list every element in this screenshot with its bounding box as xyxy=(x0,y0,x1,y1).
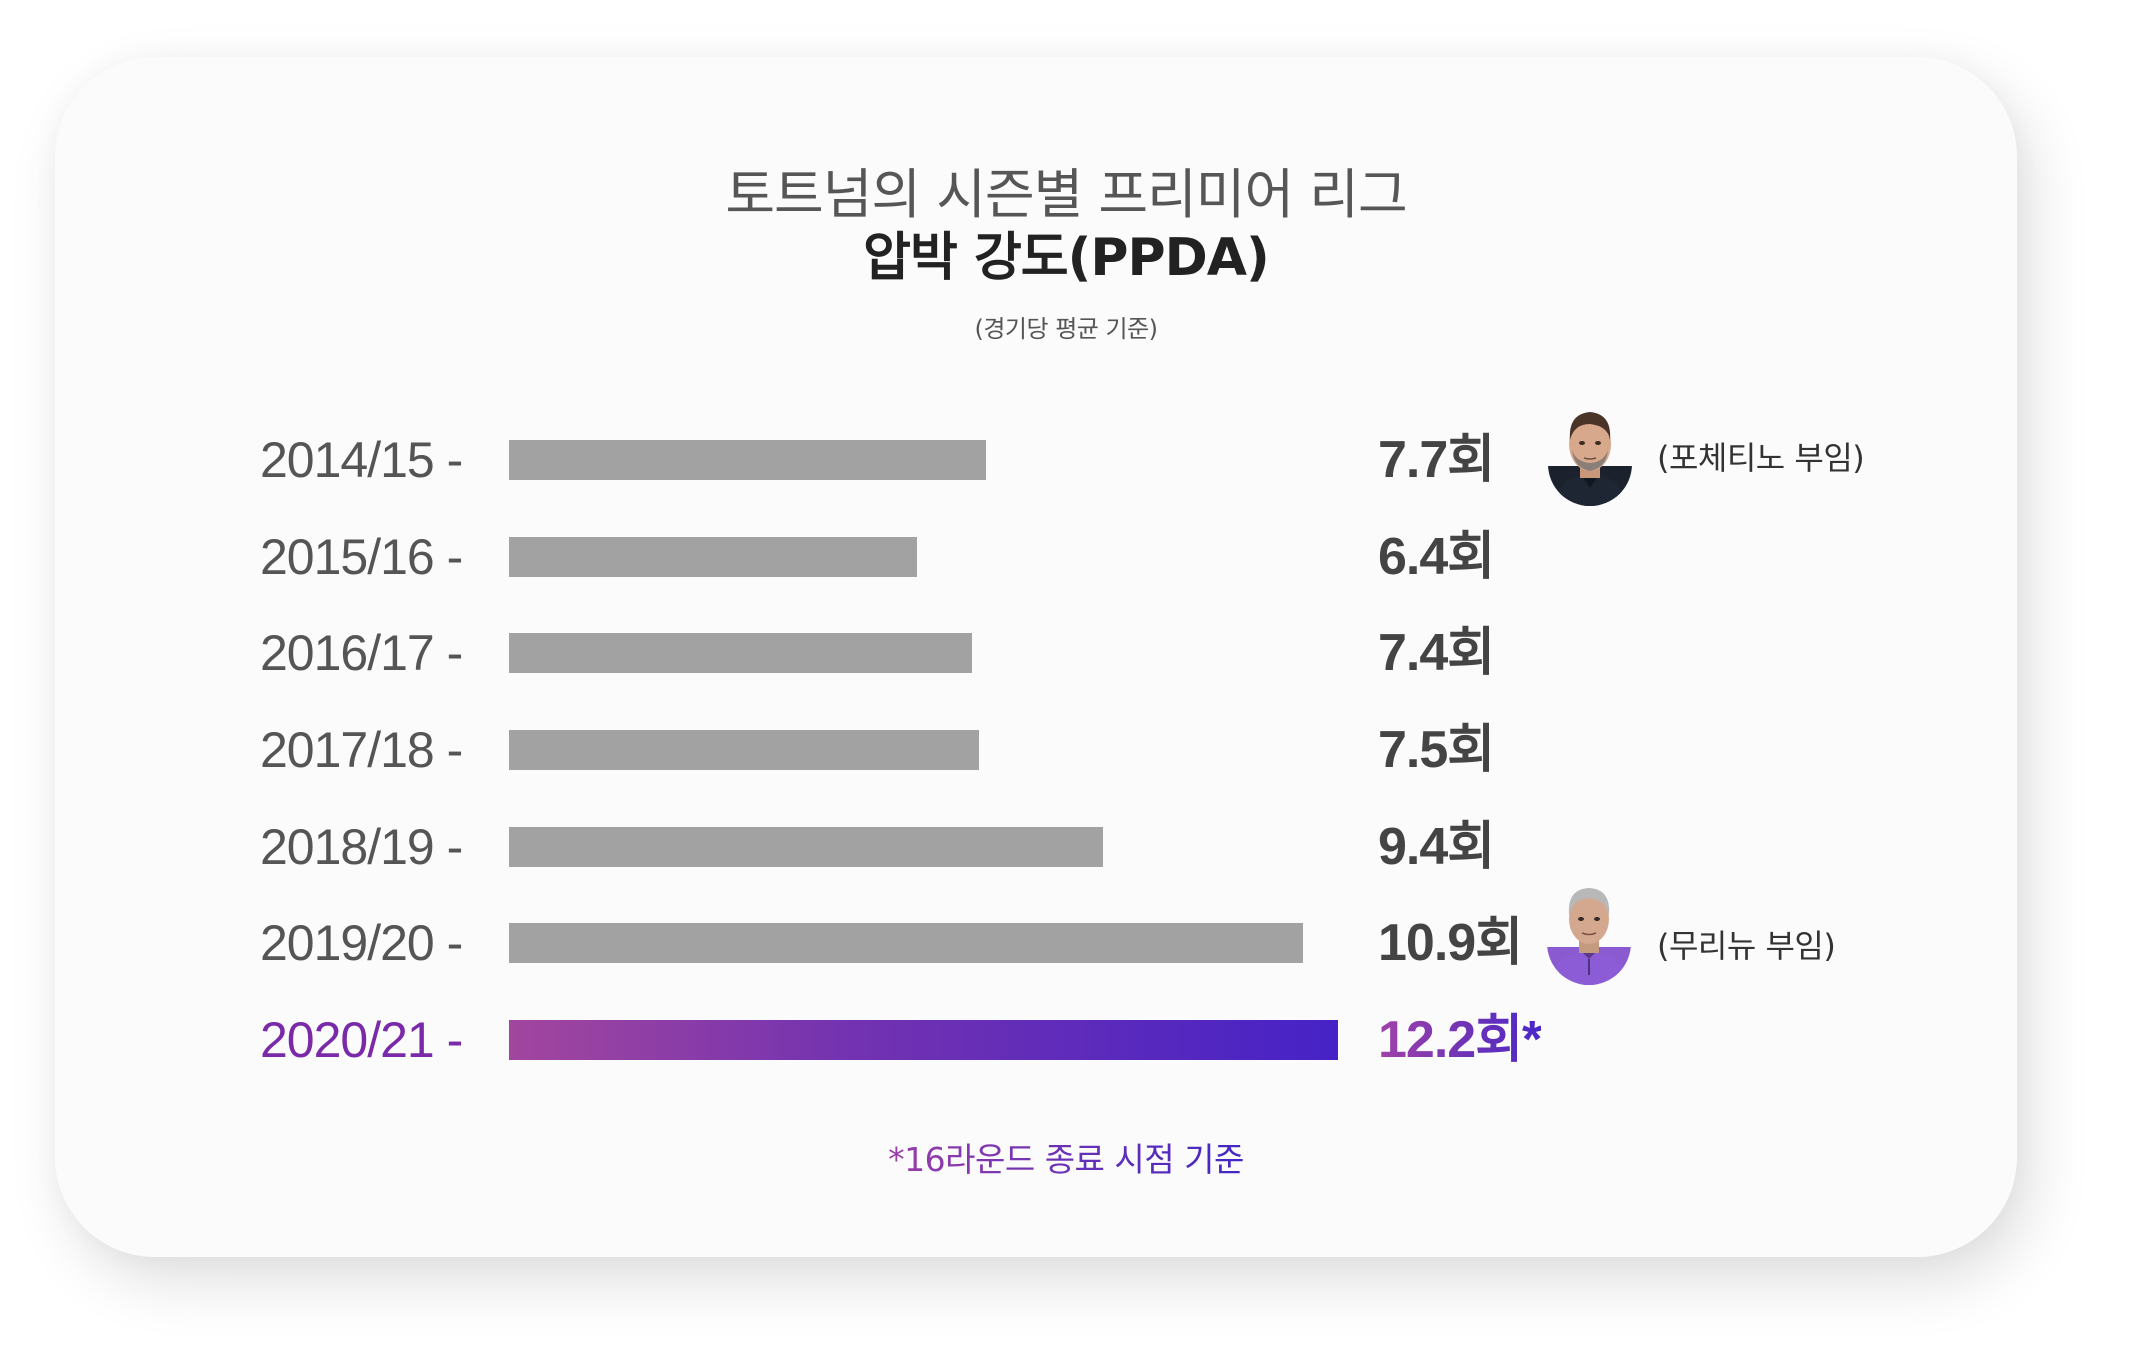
season-label: 2015/16 - xyxy=(260,529,463,585)
chart-title-line2: 압박 강도(PPDA) xyxy=(863,228,1270,288)
footnote-text: *16라운드 종료 시점 기준 xyxy=(888,1140,1244,1179)
season-label: 2014/15 - xyxy=(260,432,463,488)
value-label: 9.4회 xyxy=(1378,818,1495,876)
mourinho-avatar-icon xyxy=(1547,885,1631,985)
bar-row-highlight: 2020/21 - 12.2회* xyxy=(0,1011,2132,1069)
bar xyxy=(509,730,979,770)
bar-row: 2017/18 - 7.5회 xyxy=(0,721,2132,779)
bar-row: 2016/17 - 7.4회 xyxy=(0,624,2132,682)
pochettino-annotation: (포체티노 부임) xyxy=(1657,439,1865,477)
value-label: 7.5회 xyxy=(1378,721,1495,779)
bar-row: 2018/19 - 9.4회 xyxy=(0,818,2132,876)
season-label-highlight: 2020/21 - xyxy=(260,1012,463,1068)
bar-row: 2019/20 - 10.9회 xyxy=(0,914,2132,972)
footnote: *16라운드 종료 시점 기준 xyxy=(0,1138,2132,1182)
bar-row: 2014/15 - 7.7회 xyxy=(0,431,2132,489)
bar xyxy=(509,633,972,673)
season-label: 2019/20 - xyxy=(260,915,463,971)
mourinho-annotation: (무리뉴 부임) xyxy=(1657,927,1836,965)
bar-row: 2015/16 - 6.4회 xyxy=(0,528,2132,586)
season-label: 2016/17 - xyxy=(260,625,463,681)
pochettino-avatar-icon xyxy=(1548,406,1632,506)
value-label: 7.7회 xyxy=(1378,431,1495,489)
bar xyxy=(509,827,1103,867)
bar xyxy=(509,537,917,577)
value-label: 10.9회 xyxy=(1378,914,1523,972)
value-label: 6.4회 xyxy=(1378,528,1495,586)
season-label: 2017/18 - xyxy=(260,722,463,778)
chart-title-line1: 토트넘의 시즌별 프리미어 리그 xyxy=(725,163,1407,226)
bar-highlight xyxy=(509,1020,1338,1060)
value-label: 7.4회 xyxy=(1378,624,1495,682)
value-label-highlight: 12.2회* xyxy=(1378,1008,1542,1072)
bar xyxy=(509,440,986,480)
season-label: 2018/19 - xyxy=(260,819,463,875)
chart-subtitle: (경기당 평균 기준) xyxy=(974,315,1158,343)
bar xyxy=(509,923,1303,963)
